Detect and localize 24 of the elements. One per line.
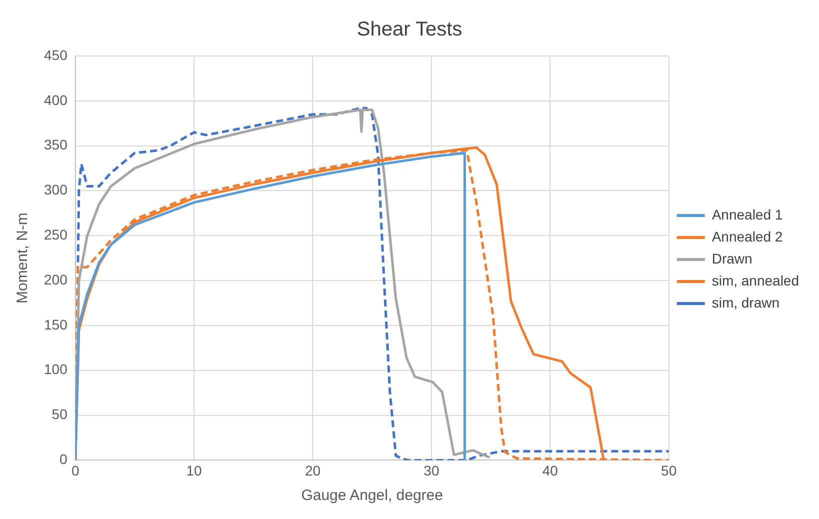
y-tick-label: 450 — [44, 46, 68, 63]
legend-label: Annealed 1 — [712, 206, 783, 222]
x-tick-label: 40 — [542, 462, 558, 478]
x-tick-label: 20 — [304, 462, 321, 478]
legend-label: Drawn — [712, 250, 752, 266]
y-tick-label: 350 — [44, 136, 68, 153]
legend-label: Annealed 2 — [712, 228, 783, 244]
x-tick-label: 0 — [71, 462, 80, 478]
y-tick-label: 150 — [44, 316, 68, 332]
y-tick-label: 300 — [44, 182, 68, 198]
y-tick-label: 200 — [44, 271, 68, 288]
x-tick-label: 30 — [424, 462, 440, 478]
x-tick-label: 10 — [186, 462, 202, 478]
x-axis-title: Gauge Angel, degree — [301, 487, 443, 504]
y-tick-label: 100 — [44, 361, 68, 378]
y-tick-label: 400 — [44, 92, 68, 108]
chart-title: Shear Tests — [356, 18, 462, 41]
x-tick-label: 50 — [661, 462, 677, 478]
legend-label: sim, drawn — [712, 294, 780, 310]
y-axis-title: Moment, N-m — [14, 212, 32, 304]
legend-label: sim, annealed — [712, 272, 800, 288]
y-tick-label: 50 — [52, 406, 68, 422]
y-tick-label: 0 — [60, 451, 68, 468]
y-tick-label: 250 — [44, 226, 68, 243]
